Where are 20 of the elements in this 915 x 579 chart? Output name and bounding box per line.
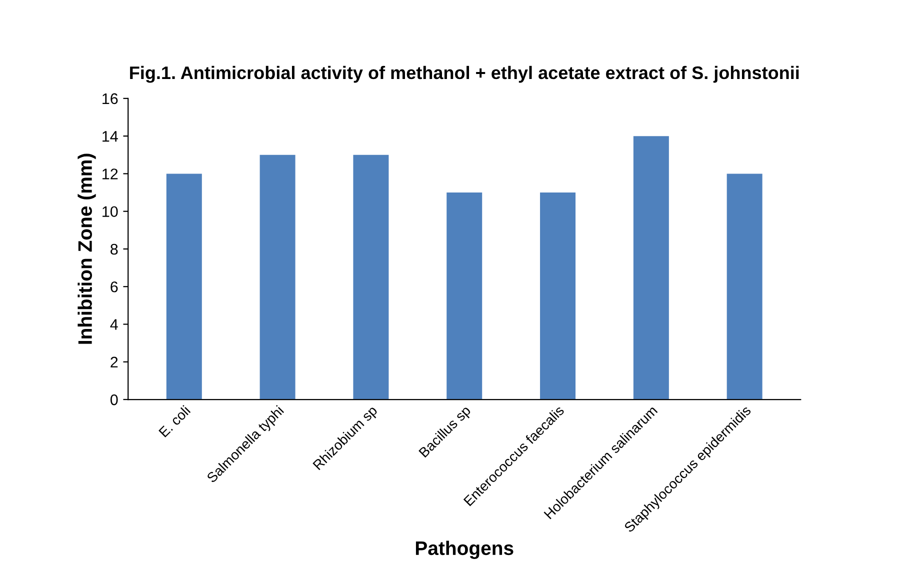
y-tick-label: 10 (102, 206, 118, 218)
x-axis-title: Pathogens (416, 540, 514, 560)
y-tick-label: 6 (110, 281, 118, 292)
bar (446, 192, 482, 400)
x-tick-label: E. coli (158, 405, 191, 438)
bar (260, 154, 296, 400)
bar (166, 174, 202, 400)
y-axis-title: Inhibition Zone (mm) (78, 154, 96, 344)
bar (540, 192, 576, 400)
y-tick-label: 0 (110, 394, 118, 406)
bar (633, 136, 669, 400)
y-tick-label: 4 (110, 319, 118, 330)
bar (726, 174, 762, 400)
y-tick-label: 2 (110, 356, 118, 368)
y-tick-label: 16 (102, 93, 118, 104)
y-tick-label: 8 (110, 244, 118, 255)
chart-title: Fig.1. Antimicrobial activity of methanol + ethyl acetate extract of S. johnstonii (130, 66, 799, 83)
y-tick-label: 14 (102, 131, 118, 142)
bar (353, 154, 389, 400)
y-tick-label: 12 (102, 168, 118, 180)
